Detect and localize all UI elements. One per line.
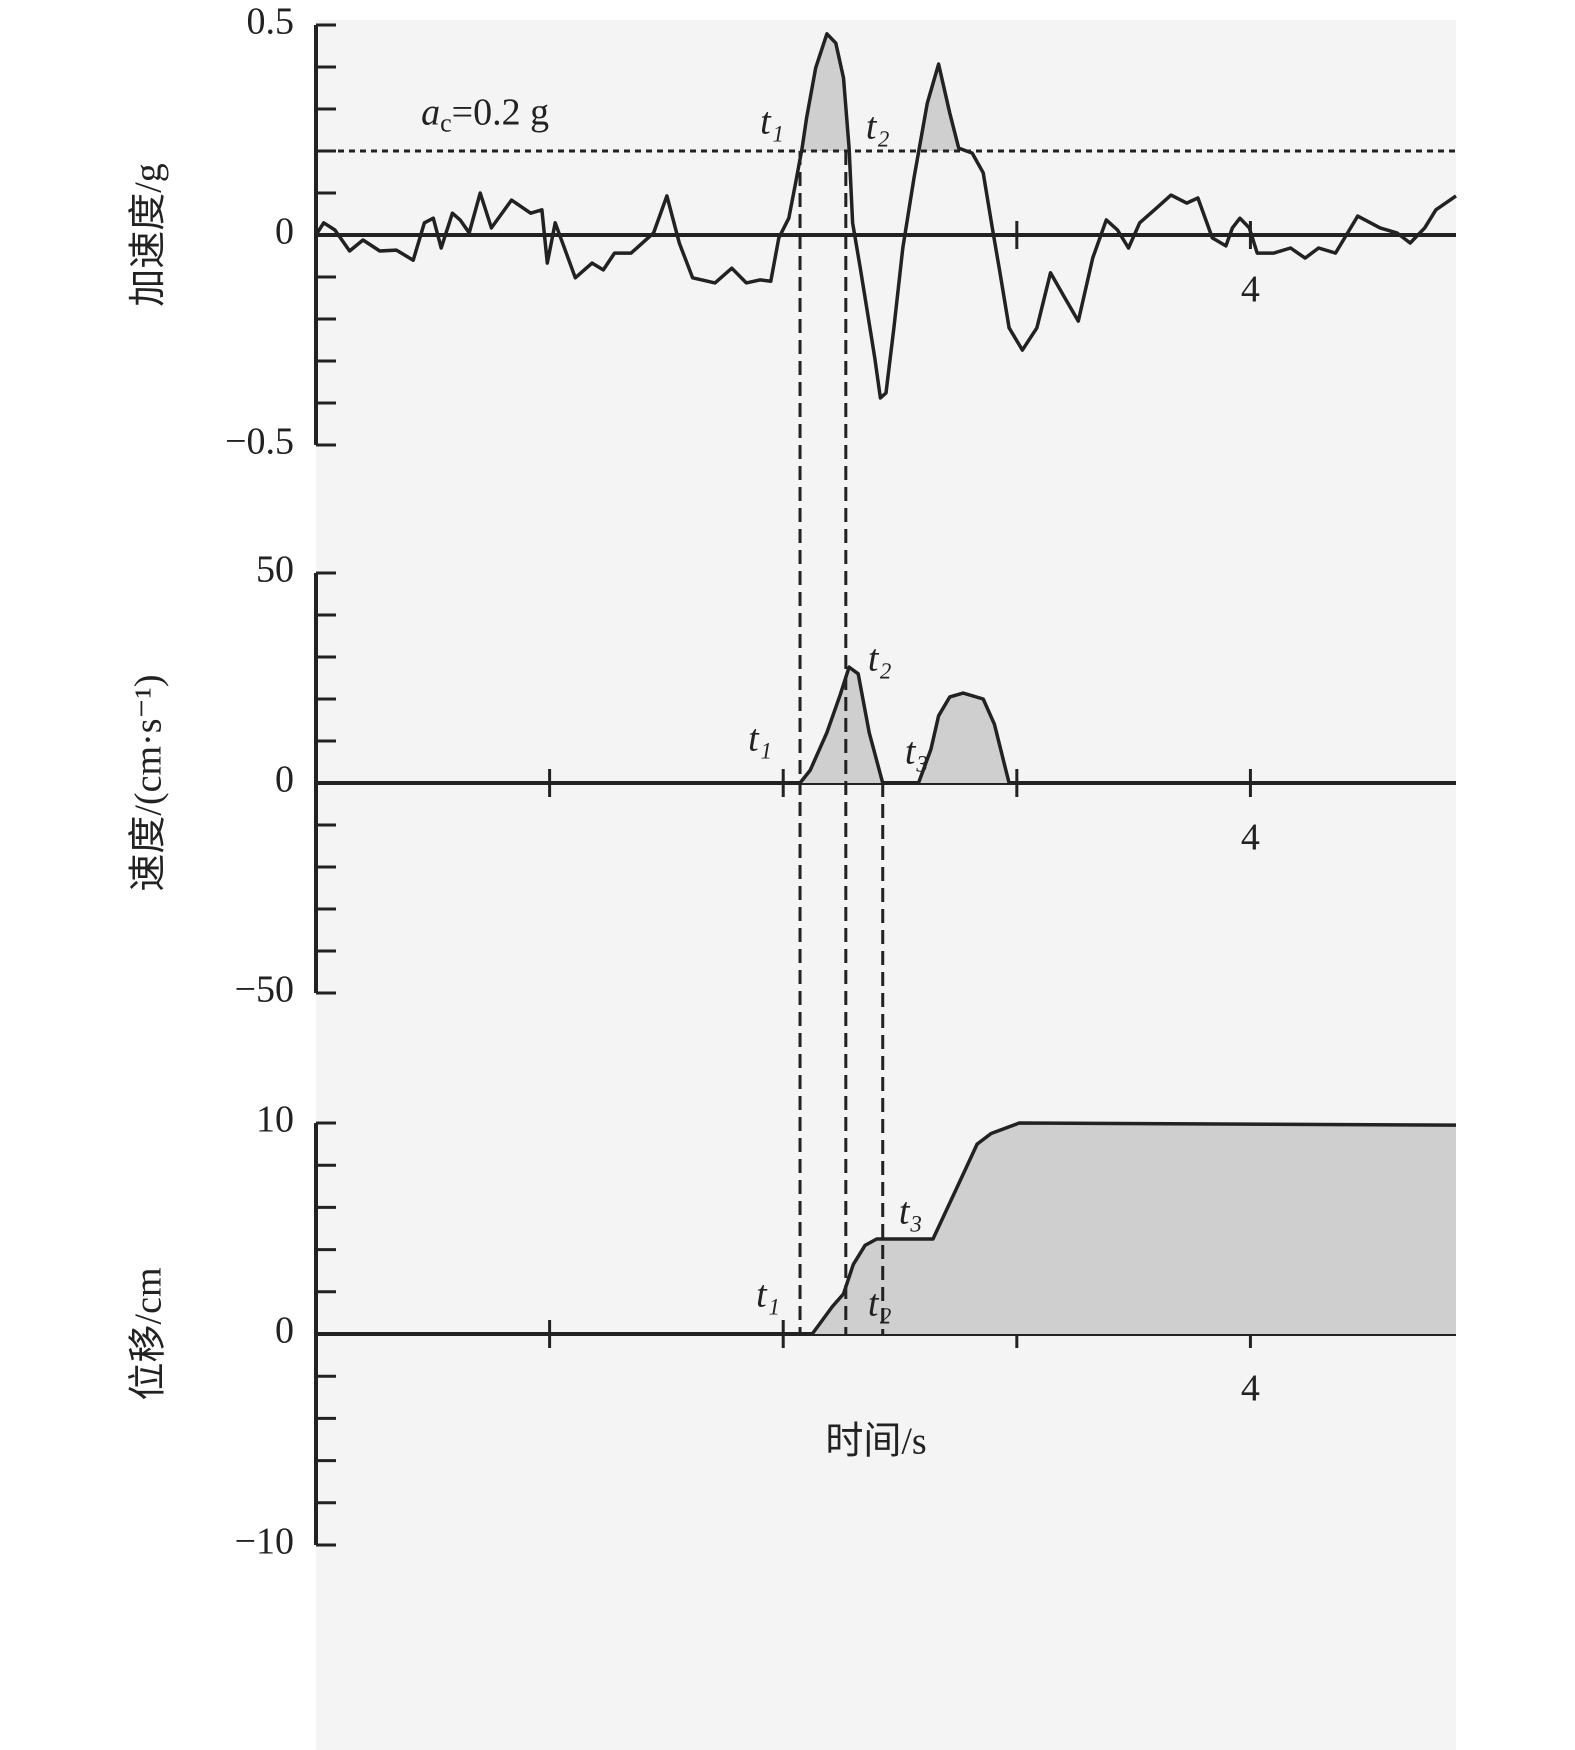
- threshold-label: ac=0.2 g: [421, 91, 549, 137]
- y-axis-label: 加速度/g: [128, 163, 170, 307]
- y-tick-label: 0: [275, 1310, 294, 1352]
- event-label: t₂: [868, 1283, 892, 1325]
- x-axis-label: 时间/s: [825, 1421, 926, 1463]
- event-label: t₂: [868, 638, 892, 680]
- x-tick-label: 4: [1241, 817, 1260, 859]
- x-tick-label: 4: [1241, 269, 1260, 311]
- threshold-sub: c: [440, 108, 452, 137]
- event-label: t₃: [899, 1191, 923, 1233]
- event-label: t₁: [748, 718, 772, 760]
- line: [316, 1121, 1457, 1336]
- threshold-var: a: [421, 91, 440, 133]
- y-tick-label: 0: [275, 211, 294, 253]
- y-tick-label: −0.5: [225, 421, 294, 463]
- area: [316, 1123, 1456, 1334]
- y-tick-label: 10: [256, 1099, 294, 1141]
- y-tick-label: −10: [235, 1521, 294, 1563]
- event-label: t₁: [760, 101, 784, 143]
- y-axis-label: 速度/(cm·s⁻¹): [128, 674, 170, 891]
- y-axis-label: 位移/cm: [128, 1268, 170, 1401]
- event-label: t₃: [905, 731, 929, 773]
- line: [316, 665, 1456, 785]
- y-tick-label: 0: [275, 759, 294, 801]
- y-tick-label: −50: [235, 969, 294, 1011]
- y-tick-label: 50: [256, 549, 294, 591]
- plot-background: [316, 20, 1456, 1750]
- line: [314, 32, 1457, 400]
- event-label: t₂: [866, 106, 890, 148]
- x-tick-label: 4: [1241, 1368, 1260, 1410]
- event-label: t₁: [756, 1274, 780, 1316]
- y-tick-label: 0.5: [247, 1, 295, 43]
- threshold-rest: =0.2 g: [452, 91, 549, 133]
